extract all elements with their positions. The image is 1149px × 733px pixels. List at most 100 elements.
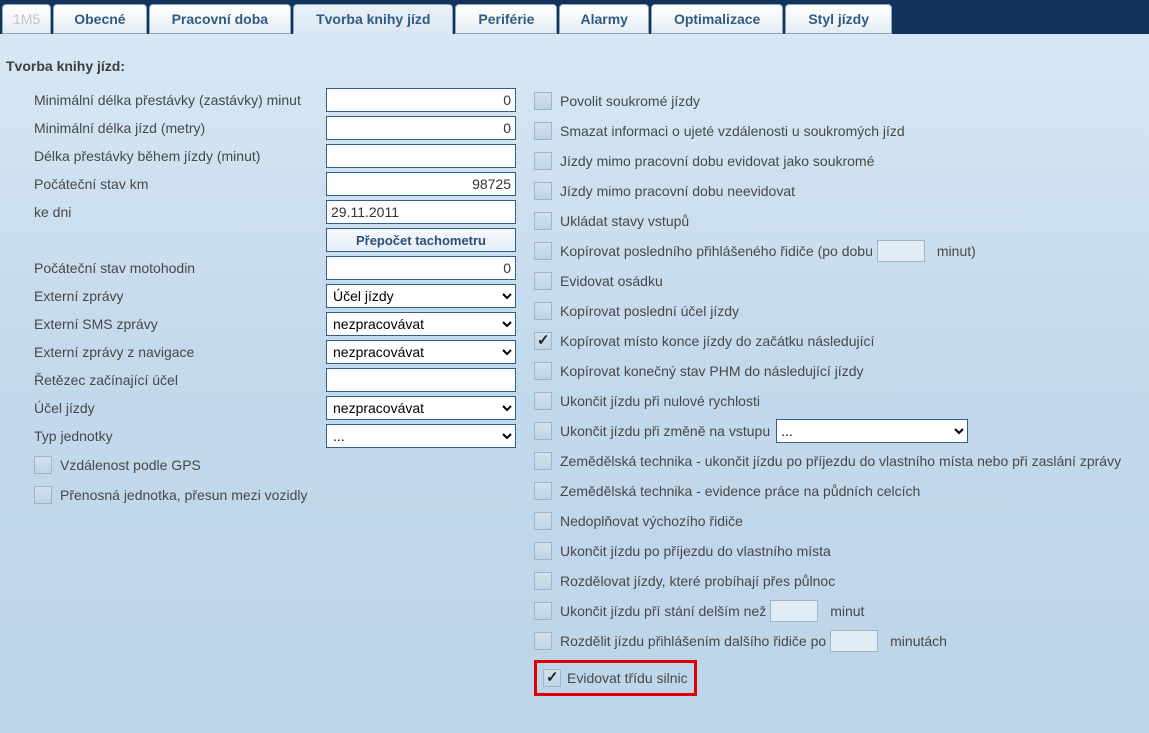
select-input[interactable]: Účel jízdy	[326, 284, 516, 308]
checkbox-label: Zemědělská technika - evidence práce na …	[560, 483, 920, 499]
checkbox-label: Jízdy mimo pracovní dobu neevidovat	[560, 183, 795, 199]
inline-number-input[interactable]	[770, 600, 818, 622]
left-column: Minimální délka přestávky (zastávky) min…	[6, 86, 532, 696]
tab-obecne[interactable]: Obecné	[53, 4, 146, 34]
right-check-row: Smazat informaci o ujeté vzdálenosti u s…	[534, 116, 1143, 146]
tab-optimalizace[interactable]: Optimalizace	[651, 4, 783, 34]
left-row: Délka přestávky během jízdy (minut)	[34, 142, 532, 170]
text-input[interactable]	[326, 116, 516, 140]
right-check-row: Ukončit jízdu při nulové rychlosti	[534, 386, 1143, 416]
checkbox-evidovat-tridu-silnic[interactable]	[543, 669, 561, 687]
checkbox[interactable]	[534, 392, 552, 410]
checkbox-label: Ukončit jízdu pří stání delším než	[560, 603, 766, 619]
content-panel: Tvorba knihy jízd: Minimální délka přest…	[0, 34, 1149, 706]
checkbox-label: Kopírovat poslední účel jízdy	[560, 303, 739, 319]
tab-alarmy[interactable]: Alarmy	[559, 4, 648, 34]
checkbox-label: Povolit soukromé jízdy	[560, 93, 700, 109]
right-check-row: Kopírovat konečný stav PHM do následujíc…	[534, 356, 1143, 386]
left-row: Typ jednotky...	[34, 422, 532, 450]
checkbox[interactable]	[534, 302, 552, 320]
field-label: Minimální délka přestávky (zastávky) min…	[34, 92, 326, 108]
right-column: Povolit soukromé jízdy Smazat informaci o…	[532, 86, 1143, 696]
left-check-row: Vzdálenost podle GPS	[34, 450, 532, 480]
left-row: Externí SMS zprávynezpracovávat	[34, 310, 532, 338]
checkbox[interactable]	[534, 512, 552, 530]
checkbox-label-suffix: minutách	[890, 633, 947, 649]
checkbox[interactable]	[534, 182, 552, 200]
checkbox[interactable]	[534, 422, 552, 440]
field-label: Externí zprávy	[34, 288, 326, 304]
right-check-row: Rozdělovat jízdy, které probíhají přes p…	[534, 566, 1143, 596]
right-check-row: Kopírovat místo konce jízdy do začátku n…	[534, 326, 1143, 356]
checkbox[interactable]	[534, 332, 552, 350]
tab-pracovni-doba[interactable]: Pracovní doba	[149, 4, 291, 34]
select-input[interactable]: ...	[326, 424, 516, 448]
checkbox-label: Rozdělit jízdu přihlášením dalšího řidič…	[560, 633, 826, 649]
checkbox-label-suffix: minut	[830, 603, 864, 619]
right-check-row: Evidovat osádku	[534, 266, 1143, 296]
left-row: Účel jízdynezpracovávat	[34, 394, 532, 422]
checkbox[interactable]	[534, 602, 552, 620]
checkbox[interactable]	[534, 362, 552, 380]
checkbox-label: Přenosná jednotka, přesun mezi vozidly	[60, 487, 307, 503]
text-input[interactable]	[326, 256, 516, 280]
checkbox[interactable]	[534, 242, 552, 260]
inline-select[interactable]: ...	[776, 419, 968, 443]
checkbox[interactable]	[34, 486, 52, 504]
right-check-row: Jízdy mimo pracovní dobu neevidovat	[534, 176, 1143, 206]
field-label: Počáteční stav km	[34, 176, 326, 192]
left-row: ke dni	[34, 198, 532, 226]
checkbox[interactable]	[534, 632, 552, 650]
checkbox-label: Evidovat osádku	[560, 273, 663, 289]
checkbox[interactable]	[534, 92, 552, 110]
tab-vehicle-id: 1M5	[2, 4, 51, 34]
checkbox-label: Ukončit jízdu po příjezdu do vlastního m…	[560, 543, 831, 559]
inline-number-input[interactable]	[830, 630, 878, 652]
right-check-row: Zemědělská technika - evidence práce na …	[534, 476, 1143, 506]
field-label: Počáteční stav motohodin	[34, 260, 326, 276]
checkbox-label: Kopírovat konečný stav PHM do následujíc…	[560, 363, 863, 379]
select-input[interactable]: nezpracovávat	[326, 340, 516, 364]
field-label: Externí SMS zprávy	[34, 316, 326, 332]
text-input[interactable]	[326, 368, 516, 392]
tab-periferie[interactable]: Periférie	[455, 4, 557, 34]
tab-bar: 1M5 Obecné Pracovní doba Tvorba knihy jí…	[0, 0, 1149, 34]
field-label: Externí zprávy z navigace	[34, 344, 326, 360]
field-label: ke dni	[34, 204, 326, 220]
checkbox-label: Zemědělská technika - ukončit jízdu po p…	[560, 453, 1121, 469]
checkbox-label: Evidovat třídu silnic	[567, 670, 688, 686]
left-row: Minimální délka jízd (metry)	[34, 114, 532, 142]
inline-number-input[interactable]	[877, 240, 925, 262]
recalc-tacho-button[interactable]: Přepočet tachometru	[326, 228, 516, 252]
checkbox-label: Ukončit jízdu při nulové rychlosti	[560, 393, 760, 409]
checkbox[interactable]	[534, 152, 552, 170]
right-check-row: Ukládat stavy vstupů	[534, 206, 1143, 236]
section-title: Tvorba knihy jízd:	[6, 58, 1143, 74]
checkbox[interactable]	[534, 482, 552, 500]
field-label: Řetězec začínající účel	[34, 372, 326, 388]
select-input[interactable]: nezpracovávat	[326, 396, 516, 420]
text-input[interactable]	[326, 200, 516, 224]
checkbox[interactable]	[534, 452, 552, 470]
left-row: Počáteční stav motohodin	[34, 254, 532, 282]
checkbox[interactable]	[534, 272, 552, 290]
tab-tvorba-knihy-jizd[interactable]: Tvorba knihy jízd	[293, 4, 453, 34]
left-row: Externí zprávyÚčel jízdy	[34, 282, 532, 310]
right-check-row: Ukončit jízdu pří stání delším než minut	[534, 596, 1143, 626]
checkbox-label: Ukončit jízdu při změně na vstupu	[560, 423, 770, 439]
right-check-row: Zemědělská technika - ukončit jízdu po p…	[534, 446, 1143, 476]
right-check-row: Ukončit jízdu při změně na vstupu...	[534, 416, 1143, 446]
checkbox[interactable]	[534, 122, 552, 140]
left-row: Přepočet tachometru	[34, 226, 532, 254]
text-input[interactable]	[326, 88, 516, 112]
tab-styl-jizdy[interactable]: Styl jízdy	[785, 4, 892, 34]
select-input[interactable]: nezpracovávat	[326, 312, 516, 336]
checkbox[interactable]	[34, 456, 52, 474]
checkbox[interactable]	[534, 572, 552, 590]
field-label: Délka přestávky během jízdy (minut)	[34, 148, 326, 164]
checkbox[interactable]	[534, 212, 552, 230]
text-input[interactable]	[326, 172, 516, 196]
checkbox[interactable]	[534, 542, 552, 560]
text-input[interactable]	[326, 144, 516, 168]
right-check-row: Jízdy mimo pracovní dobu evidovat jako s…	[534, 146, 1143, 176]
